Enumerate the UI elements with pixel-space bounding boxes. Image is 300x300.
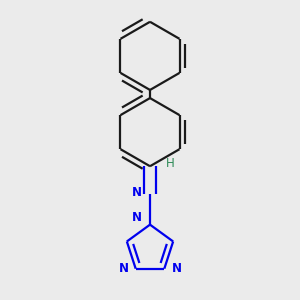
Text: N: N: [132, 186, 142, 199]
Text: N: N: [118, 262, 129, 275]
Text: N: N: [132, 211, 142, 224]
Text: H: H: [166, 157, 174, 170]
Text: N: N: [171, 262, 182, 275]
